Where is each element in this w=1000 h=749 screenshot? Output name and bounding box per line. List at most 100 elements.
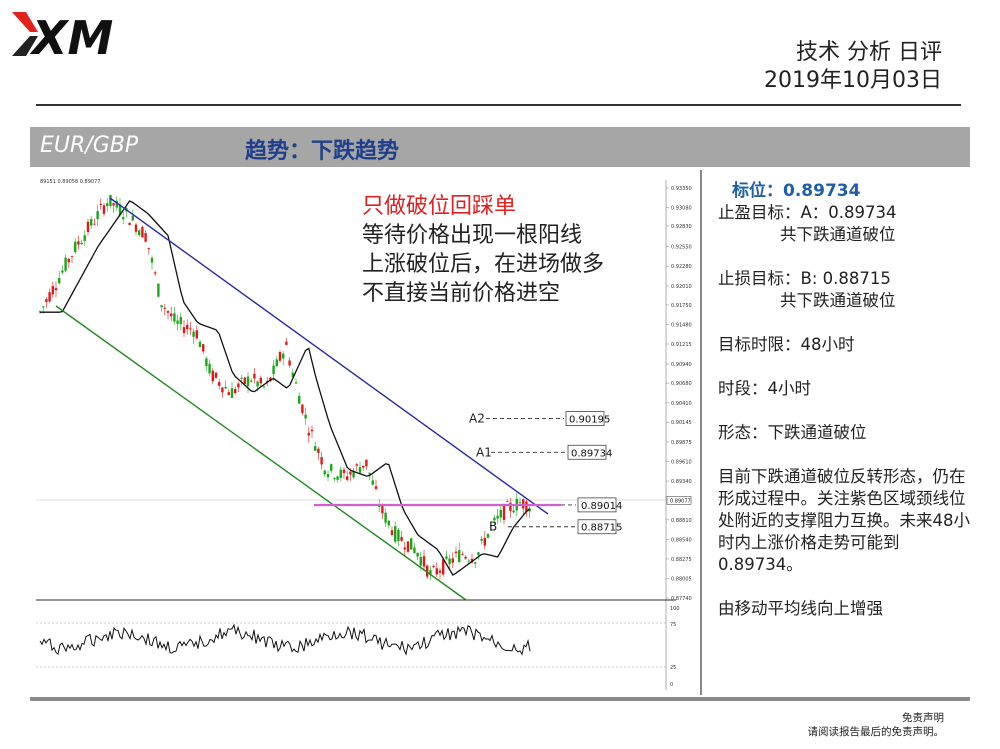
y-tick-label: 0.91215	[671, 342, 692, 348]
candle-body	[128, 222, 131, 225]
candle-body	[122, 217, 125, 220]
y-tick-label: 0.91480	[671, 323, 692, 329]
candle-body	[448, 558, 451, 565]
candle-body	[429, 570, 432, 575]
candle-body	[400, 537, 403, 541]
candle-body	[349, 471, 352, 475]
y-tick-label: 0.89610	[671, 459, 692, 465]
disclaimer: 免责声明 请阅读报告最后的免责声明。	[808, 711, 945, 739]
candle-body	[256, 381, 259, 387]
candle-body	[227, 392, 230, 396]
candle-body	[170, 313, 173, 317]
candle-body	[189, 328, 192, 330]
candle-body	[442, 559, 445, 575]
candle-body	[528, 508, 531, 512]
candle-body	[381, 506, 384, 514]
candle-body	[67, 258, 70, 263]
logo-text: XM	[29, 11, 113, 62]
take-profit-note: 共下跌通道破位	[780, 225, 896, 244]
candle-body	[410, 538, 413, 550]
candle-body	[166, 311, 170, 313]
candle-body	[243, 377, 246, 384]
y-axis-ticks: 0.93350 0.93080 0.92830 0.92550 0.92280 0.920…	[666, 186, 692, 602]
candle-body	[320, 457, 323, 465]
candle-body	[285, 341, 288, 345]
candle-body	[352, 471, 355, 478]
candle-body	[58, 278, 61, 284]
level-value: 0.90195	[569, 415, 610, 426]
candle-body	[467, 560, 470, 562]
level-value-box	[577, 519, 617, 535]
y-tick-label: 0.92550	[671, 244, 692, 250]
candle-body	[106, 203, 109, 207]
panel-divider	[700, 170, 702, 695]
candle-body	[419, 556, 422, 566]
candle-body	[205, 358, 208, 366]
candle-body	[45, 299, 48, 302]
candle-body	[518, 502, 522, 504]
y-tick-label: 0.91750	[671, 303, 692, 309]
analysis-panel: 标位：0.89734 止盈目标：A：0.89734 共下跌通道破位 止损目标：B…	[718, 180, 980, 620]
channel-lower-line	[55, 305, 467, 601]
level-name: A1	[476, 445, 492, 459]
candle-body	[61, 270, 64, 273]
annotation-line-2: 等待价格出现一根阳线	[362, 223, 583, 248]
candle-body	[160, 305, 163, 308]
candle-body	[253, 373, 256, 379]
level-name: B	[489, 520, 497, 534]
candle-body	[262, 386, 266, 388]
oscillator-line	[39, 623, 531, 656]
candle-body	[176, 320, 179, 324]
candle-body	[326, 474, 330, 478]
candle-body	[362, 465, 365, 468]
y-tick-label: 0.90145	[671, 420, 692, 426]
candle-body	[250, 380, 253, 382]
y-tick-label: 0.90940	[671, 362, 692, 368]
level-lines: A2 0.90195 A1 0.89734 0.89014 B 0.88715	[469, 411, 622, 535]
candle-body	[390, 530, 394, 535]
candle-body	[397, 529, 400, 542]
y-tick-label: 0.93080	[671, 206, 692, 212]
candle-body	[77, 241, 80, 245]
candle-body	[118, 204, 122, 216]
candle-body	[461, 554, 464, 556]
candle-body	[144, 233, 147, 242]
candle-body	[365, 459, 368, 467]
candle-body	[480, 538, 483, 541]
candle-body	[333, 478, 336, 480]
candle-body	[291, 372, 294, 378]
y-tick-label: 0.88540	[671, 538, 692, 544]
osc-tick: 100	[670, 606, 680, 612]
candle-body	[208, 363, 211, 374]
candle-body	[358, 467, 362, 473]
candle-body	[150, 257, 154, 263]
y-tick-label: 0.90680	[671, 381, 692, 387]
candle-body	[413, 547, 416, 553]
candle-body	[483, 537, 486, 546]
candle-body	[64, 257, 67, 271]
candle-body	[330, 464, 333, 471]
candle-body	[282, 353, 285, 359]
annotation-line-3: 上涨破位后，在进场做多	[362, 252, 605, 277]
candle-body	[298, 395, 301, 404]
level-value: 0.89734	[571, 448, 612, 459]
candle-body	[275, 359, 278, 367]
y-tick-label: 0.89340	[671, 479, 692, 485]
header-divider	[36, 104, 961, 106]
candle-body	[499, 509, 502, 518]
footer-divider	[30, 697, 970, 701]
candle-body	[384, 512, 387, 523]
oscillator-panel: 100 75 25 0	[36, 606, 680, 688]
candle-body	[406, 541, 410, 552]
candle-body	[438, 570, 442, 573]
candle-body	[80, 242, 83, 245]
candle-body	[378, 505, 381, 508]
candle-body	[218, 382, 221, 386]
candle-body	[211, 370, 214, 382]
candle-body	[464, 556, 467, 559]
take-profit: 止盈目标：A：0.89734	[718, 203, 897, 222]
candle-body	[426, 565, 429, 577]
candle-body	[310, 429, 314, 432]
time-limit: 目标时限：48小时	[718, 335, 855, 354]
candle-body	[54, 288, 58, 291]
